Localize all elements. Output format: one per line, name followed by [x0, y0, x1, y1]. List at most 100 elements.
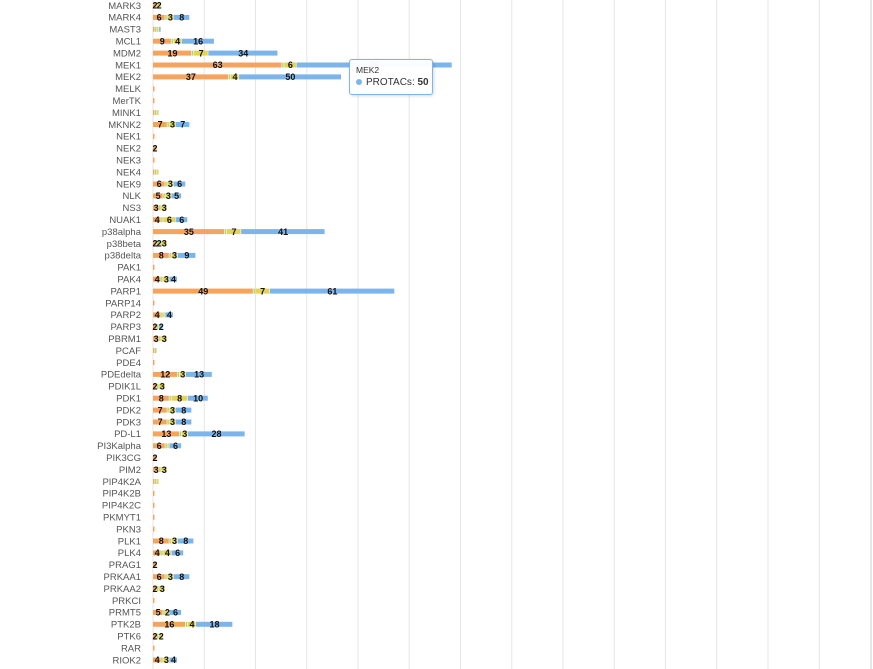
bar-segment[interactable]: [171, 193, 182, 199]
bar-segment[interactable]: [157, 241, 161, 246]
bar-segment[interactable]: [153, 193, 163, 199]
bar-segment[interactable]: [173, 38, 182, 44]
bar-segment[interactable]: [155, 479, 157, 484]
bar-segment[interactable]: [196, 621, 233, 627]
bar-segment[interactable]: [165, 574, 167, 580]
bar-segment[interactable]: [153, 383, 157, 389]
bar-segment[interactable]: [153, 74, 229, 80]
bar-segment[interactable]: [153, 502, 155, 508]
bar-segment[interactable]: [153, 110, 155, 116]
bar-segment[interactable]: [165, 312, 173, 318]
bar-segment[interactable]: [165, 609, 169, 615]
bar-segment[interactable]: [169, 407, 175, 413]
bar-segment[interactable]: [167, 407, 169, 413]
bar-segment[interactable]: [157, 633, 159, 639]
bar-segment[interactable]: [175, 122, 190, 127]
bar-segment[interactable]: [153, 336, 159, 342]
bar-segment[interactable]: [177, 371, 180, 377]
bar-segment[interactable]: [230, 74, 239, 80]
bar-segment[interactable]: [165, 14, 167, 20]
bar-segment[interactable]: [161, 276, 163, 282]
bar-segment[interactable]: [169, 419, 175, 425]
bar-segment[interactable]: [161, 467, 167, 473]
bar-segment[interactable]: [153, 241, 157, 246]
bar-segment[interactable]: [159, 633, 163, 639]
bar-segment[interactable]: [171, 538, 177, 544]
bar-segment[interactable]: [284, 62, 296, 68]
bar-segment[interactable]: [179, 431, 182, 437]
bar-segment[interactable]: [155, 110, 157, 116]
bar-segment[interactable]: [175, 407, 192, 413]
bar-segment[interactable]: [161, 205, 167, 211]
bar-segment[interactable]: [153, 26, 155, 32]
bar-segment[interactable]: [153, 419, 167, 425]
bar-segment[interactable]: [169, 443, 182, 449]
bar-segment[interactable]: [153, 300, 155, 306]
bar-segment[interactable]: [228, 74, 231, 80]
bar-segment[interactable]: [169, 538, 171, 544]
bar-segment[interactable]: [153, 360, 155, 365]
bar-segment[interactable]: [169, 609, 182, 615]
bar-segment[interactable]: [163, 657, 169, 663]
bar-segment[interactable]: [153, 38, 171, 44]
bar-segment[interactable]: [165, 193, 171, 199]
bar-segment[interactable]: [167, 419, 169, 425]
bar-segment[interactable]: [173, 14, 190, 20]
bar-segment[interactable]: [153, 657, 161, 663]
bar-segment[interactable]: [153, 633, 157, 639]
bar-segment[interactable]: [159, 324, 163, 330]
bar-segment[interactable]: [163, 217, 175, 223]
bar-segment[interactable]: [187, 395, 208, 401]
bar-segment[interactable]: [153, 98, 155, 104]
bar-segment[interactable]: [163, 550, 171, 556]
bar-segment[interactable]: [177, 252, 196, 258]
bar-segment[interactable]: [169, 276, 177, 282]
bar-segment[interactable]: [167, 574, 173, 580]
bar-segment[interactable]: [165, 443, 167, 449]
bar-segment[interactable]: [171, 38, 173, 44]
bar-segment[interactable]: [159, 383, 165, 389]
bar-segment[interactable]: [153, 574, 165, 580]
bar-segment[interactable]: [153, 455, 157, 461]
bar-segment[interactable]: [153, 169, 155, 175]
bar-segment[interactable]: [153, 526, 155, 532]
bar-segment[interactable]: [187, 621, 196, 627]
bar-segment[interactable]: [169, 252, 171, 258]
bar-segment[interactable]: [161, 241, 167, 246]
bar-segment[interactable]: [177, 538, 194, 544]
bar-segment[interactable]: [155, 26, 157, 32]
bar-segment[interactable]: [167, 122, 169, 127]
bar-segment[interactable]: [175, 419, 192, 425]
bar-segment[interactable]: [153, 157, 155, 163]
bar-segment[interactable]: [153, 550, 161, 556]
bar-segment[interactable]: [161, 657, 163, 663]
bar-segment[interactable]: [153, 145, 157, 151]
bar-segment[interactable]: [159, 26, 161, 32]
bar-segment[interactable]: [173, 181, 186, 187]
bar-segment[interactable]: [153, 3, 157, 8]
bar-segment[interactable]: [185, 371, 212, 377]
bar-segment[interactable]: [153, 431, 180, 437]
bar-segment[interactable]: [167, 14, 173, 20]
bar-segment[interactable]: [157, 26, 159, 32]
bar-segment[interactable]: [153, 407, 167, 413]
bar-segment[interactable]: [153, 645, 155, 651]
bar-segment[interactable]: [153, 348, 155, 354]
bar-segment[interactable]: [181, 431, 188, 437]
bar-segment[interactable]: [153, 50, 192, 56]
bar-segment[interactable]: [255, 288, 270, 294]
bar-segment[interactable]: [167, 181, 173, 187]
bar-segment[interactable]: [153, 371, 177, 377]
bar-segment[interactable]: [153, 586, 157, 592]
bar-segment[interactable]: [159, 336, 161, 342]
bar-segment[interactable]: [153, 252, 169, 258]
bar-segment[interactable]: [153, 264, 155, 270]
bar-segment[interactable]: [269, 288, 395, 294]
bar-segment[interactable]: [224, 229, 227, 235]
bar-segment[interactable]: [161, 312, 163, 318]
bar-segment[interactable]: [157, 479, 159, 484]
bar-segment[interactable]: [157, 3, 161, 8]
bar-segment[interactable]: [153, 133, 155, 139]
bar-segment[interactable]: [169, 122, 175, 127]
bar-segment[interactable]: [171, 395, 188, 401]
